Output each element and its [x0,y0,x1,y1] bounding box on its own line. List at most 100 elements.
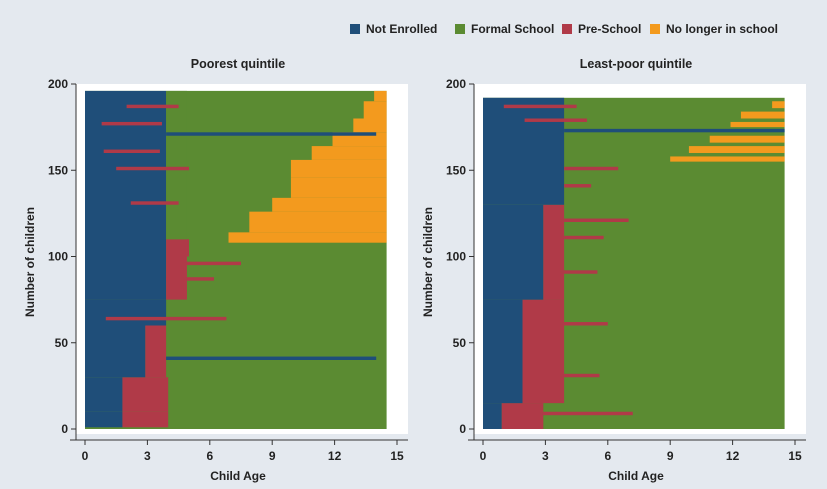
sequence-segment-pre-school [105,316,227,321]
sequence-segment-no-longer-in-school [772,101,785,109]
legend-label-not-enrolled: Not Enrolled [366,22,438,36]
legend-swatch-formal-school [455,24,465,34]
y-tick-label: 100 [446,250,466,264]
sequence-segment-pre-school [541,411,633,416]
panel-title: Poorest quintile [191,57,286,71]
sequence-segment-not-enrolled [483,97,565,205]
x-tick-label: 9 [667,449,674,463]
sequence-segment-not-enrolled [483,299,523,404]
sequence-segment-pre-school [524,373,600,378]
x-tick-label: 6 [604,449,611,463]
y-axis-label: Number of children [421,207,435,317]
sequence-segment-not-enrolled [166,132,377,136]
sequence-segment-not-enrolled [85,377,123,412]
x-tick-label: 12 [328,449,342,463]
sequence-segment-pre-school [145,325,167,378]
sequence-segment-no-longer-in-school [290,159,387,178]
x-tick-label: 3 [542,449,549,463]
sequence-segment-not-enrolled [85,256,167,300]
sequence-segment-no-longer-in-school [363,101,387,119]
sequence-segment-pre-school [543,204,565,300]
sequence-segment-pre-school [564,166,619,171]
sequence-segment-not-enrolled [483,403,502,429]
legend-item-pre-school: Pre-School [562,22,641,36]
plot-marks [85,90,387,430]
sequence-segment-not-enrolled [166,356,377,360]
sequence-segment-no-longer-in-school [353,118,387,133]
sequence-segment-not-enrolled [483,204,544,300]
sequence-segment-pre-school [501,403,544,429]
sequence-segment-no-longer-in-school [374,90,387,102]
sequence-segment-not-enrolled [85,411,123,429]
panel-title: Least-poor quintile [580,57,693,71]
sequence-segment-no-longer-in-school [249,211,387,222]
sequence-segment-no-longer-in-school [730,121,785,128]
sequence-segment-pre-school [166,239,189,257]
legend-label-no-longer-in-school: No longer in school [666,22,779,36]
sequence-segment-no-longer-in-school [740,111,785,119]
y-tick-label: 150 [48,163,68,177]
legend-label-pre-school: Pre-School [578,22,642,36]
plot-marks [483,97,785,430]
sequence-segment-pre-school [166,277,214,281]
sequence-segment-no-longer-in-school [688,146,785,153]
sequence-segment-formal-school [85,427,189,429]
x-tick-label: 0 [480,449,487,463]
sequence-segment-not-enrolled [85,90,167,257]
sequence-segment-pre-school [178,261,241,266]
sequence-segment-not-enrolled [564,128,785,133]
legend-item-no-longer-in-school: No longer in school [650,22,778,36]
x-tick-label: 3 [144,449,151,463]
x-axis-label: Child Age [608,469,664,483]
sequence-segment-pre-school [101,121,162,126]
sequence-segment-no-longer-in-school [249,222,387,233]
y-tick-label: 0 [459,422,466,436]
sequence-segment-pre-school [103,149,160,153]
sequence-segment-no-longer-in-school [670,156,785,162]
x-tick-label: 15 [788,449,802,463]
y-tick-label: 50 [453,336,467,350]
sequence-segment-no-longer-in-school [290,177,387,198]
sequence-segment-no-longer-in-school [311,146,387,160]
sequence-segment-pre-school [126,104,179,109]
sequence-segment-pre-school [524,322,608,326]
y-tick-label: 150 [446,163,466,177]
sequence-segment-pre-school [564,184,592,188]
y-tick-label: 200 [446,77,466,91]
x-tick-label: 9 [269,449,276,463]
y-tick-label: 200 [48,77,68,91]
legend-item-formal-school: Formal School [455,22,554,36]
sequence-segment-pre-school [130,201,179,205]
sequence-segment-pre-school [564,235,604,240]
sequence-segment-pre-school [122,377,169,412]
sequence-segment-not-enrolled [85,325,146,378]
x-tick-label: 15 [390,449,404,463]
sequence-segment-pre-school [503,104,577,109]
x-axis-label: Child Age [210,469,266,483]
sequence-segment-no-longer-in-school [709,135,785,143]
legend-label-formal-school: Formal School [471,22,555,36]
y-axis-label: Number of children [23,207,37,317]
sequence-segment-pre-school [564,218,629,222]
y-tick-label: 100 [48,250,68,264]
y-tick-label: 0 [61,422,68,436]
sequence-segment-pre-school [116,166,189,171]
sequence-segment-pre-school [522,299,565,404]
legend-item-not-enrolled: Not Enrolled [350,22,437,36]
sequence-segment-pre-school [524,118,587,122]
y-tick-label: 50 [55,336,69,350]
sequence-segment-not-enrolled [85,299,167,326]
legend-swatch-pre-school [562,24,572,34]
legend-swatch-not-enrolled [350,24,360,34]
sequence-segment-pre-school [122,411,169,429]
legend-swatch-no-longer-in-school [650,24,660,34]
sequence-segment-no-longer-in-school [272,197,387,212]
sequence-segment-pre-school [545,270,598,274]
x-tick-label: 0 [82,449,89,463]
x-tick-label: 6 [206,449,213,463]
